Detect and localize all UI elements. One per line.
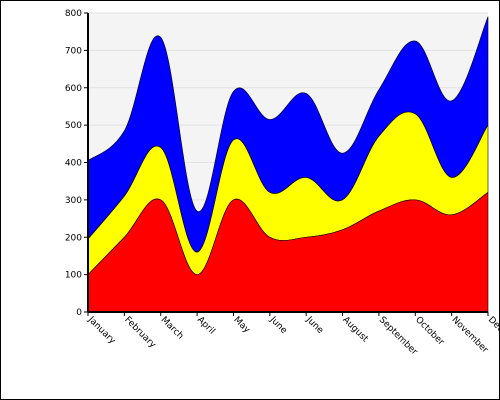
y-axis: 0 100 200 300 400 500 600 700 800 [65, 9, 89, 318]
x-tick-label: April [195, 315, 217, 337]
x-tick-label: February [122, 315, 158, 351]
x-tick-label: Dec [486, 315, 500, 334]
x-tick-label: November [450, 315, 490, 355]
y-tick-label: 100 [65, 271, 82, 281]
y-tick-label: 0 [76, 308, 82, 318]
x-tick-label: October [413, 315, 446, 348]
x-tick-label: May [231, 315, 252, 336]
y-tick-label: 700 [65, 46, 82, 56]
area-series-1 [87, 192, 489, 313]
x-tick-label: March [159, 315, 185, 341]
y-tick-label: 200 [65, 233, 82, 243]
x-tick-label: January [85, 314, 117, 346]
area-series-group [87, 16, 489, 313]
x-axis: January February March April May June June Augu… [85, 311, 500, 358]
x-tick-label: August [340, 315, 370, 345]
x-tick-label: June [267, 314, 289, 336]
y-tick-label: 600 [65, 84, 82, 94]
x-tick-label: June [303, 314, 325, 336]
y-tick-label: 800 [65, 9, 82, 19]
y-tick-label: 300 [65, 196, 82, 206]
y-tick-label: 400 [65, 159, 82, 169]
y-tick-label: 500 [65, 121, 82, 131]
